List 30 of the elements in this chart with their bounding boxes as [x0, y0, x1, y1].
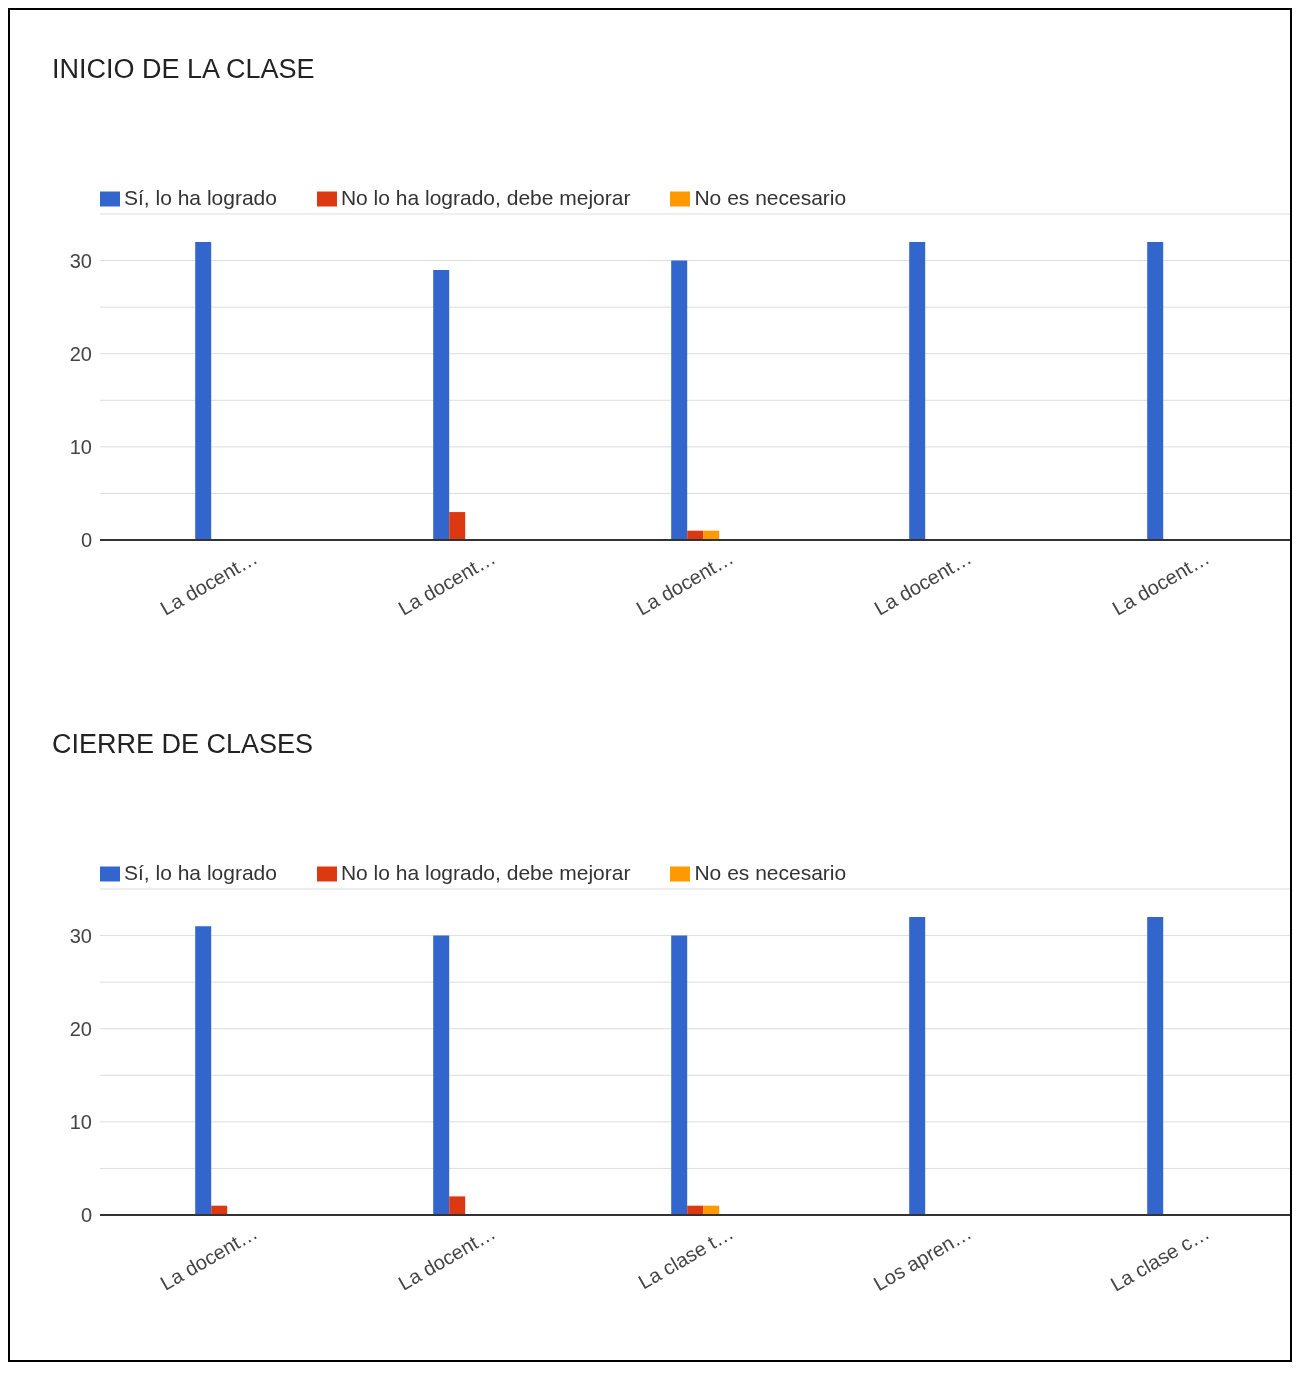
- y-tick-label: 20: [69, 342, 92, 365]
- bar: [1147, 241, 1164, 540]
- bar: [671, 935, 688, 1215]
- chart-title: CIERRE DE CLASES: [52, 729, 314, 760]
- bar: [433, 935, 450, 1215]
- legend-label: Sí, lo ha logrado: [124, 861, 277, 884]
- y-tick-label: 30: [69, 249, 92, 272]
- bar: [195, 926, 212, 1215]
- y-tick-label: 30: [69, 924, 92, 947]
- bar: [909, 241, 926, 540]
- y-tick-label: 20: [69, 1017, 92, 1040]
- bar: [1147, 916, 1164, 1215]
- legend-label: Sí, lo ha logrado: [124, 186, 277, 209]
- chart-title: INICIO DE LA CLASE: [52, 54, 315, 85]
- bar: [433, 269, 450, 540]
- x-tick-label: La clase c…: [1106, 1221, 1213, 1296]
- x-tick-label: La clase t…: [634, 1221, 737, 1294]
- bar: [671, 260, 688, 540]
- bar: [449, 512, 466, 540]
- y-tick-label: 10: [69, 435, 92, 458]
- y-tick-label: 0: [80, 529, 92, 552]
- legend-label: No es necesario: [694, 861, 847, 884]
- legend-label: No es necesario: [694, 186, 847, 209]
- y-tick-label: 0: [80, 1204, 92, 1227]
- legend-label: No lo ha logrado, debe mejorar: [340, 186, 631, 209]
- bar: [449, 1196, 466, 1215]
- bar: [909, 916, 926, 1215]
- y-tick-label: 10: [69, 1110, 92, 1133]
- legend-label: No lo ha logrado, debe mejorar: [340, 861, 631, 884]
- bar: [195, 241, 212, 540]
